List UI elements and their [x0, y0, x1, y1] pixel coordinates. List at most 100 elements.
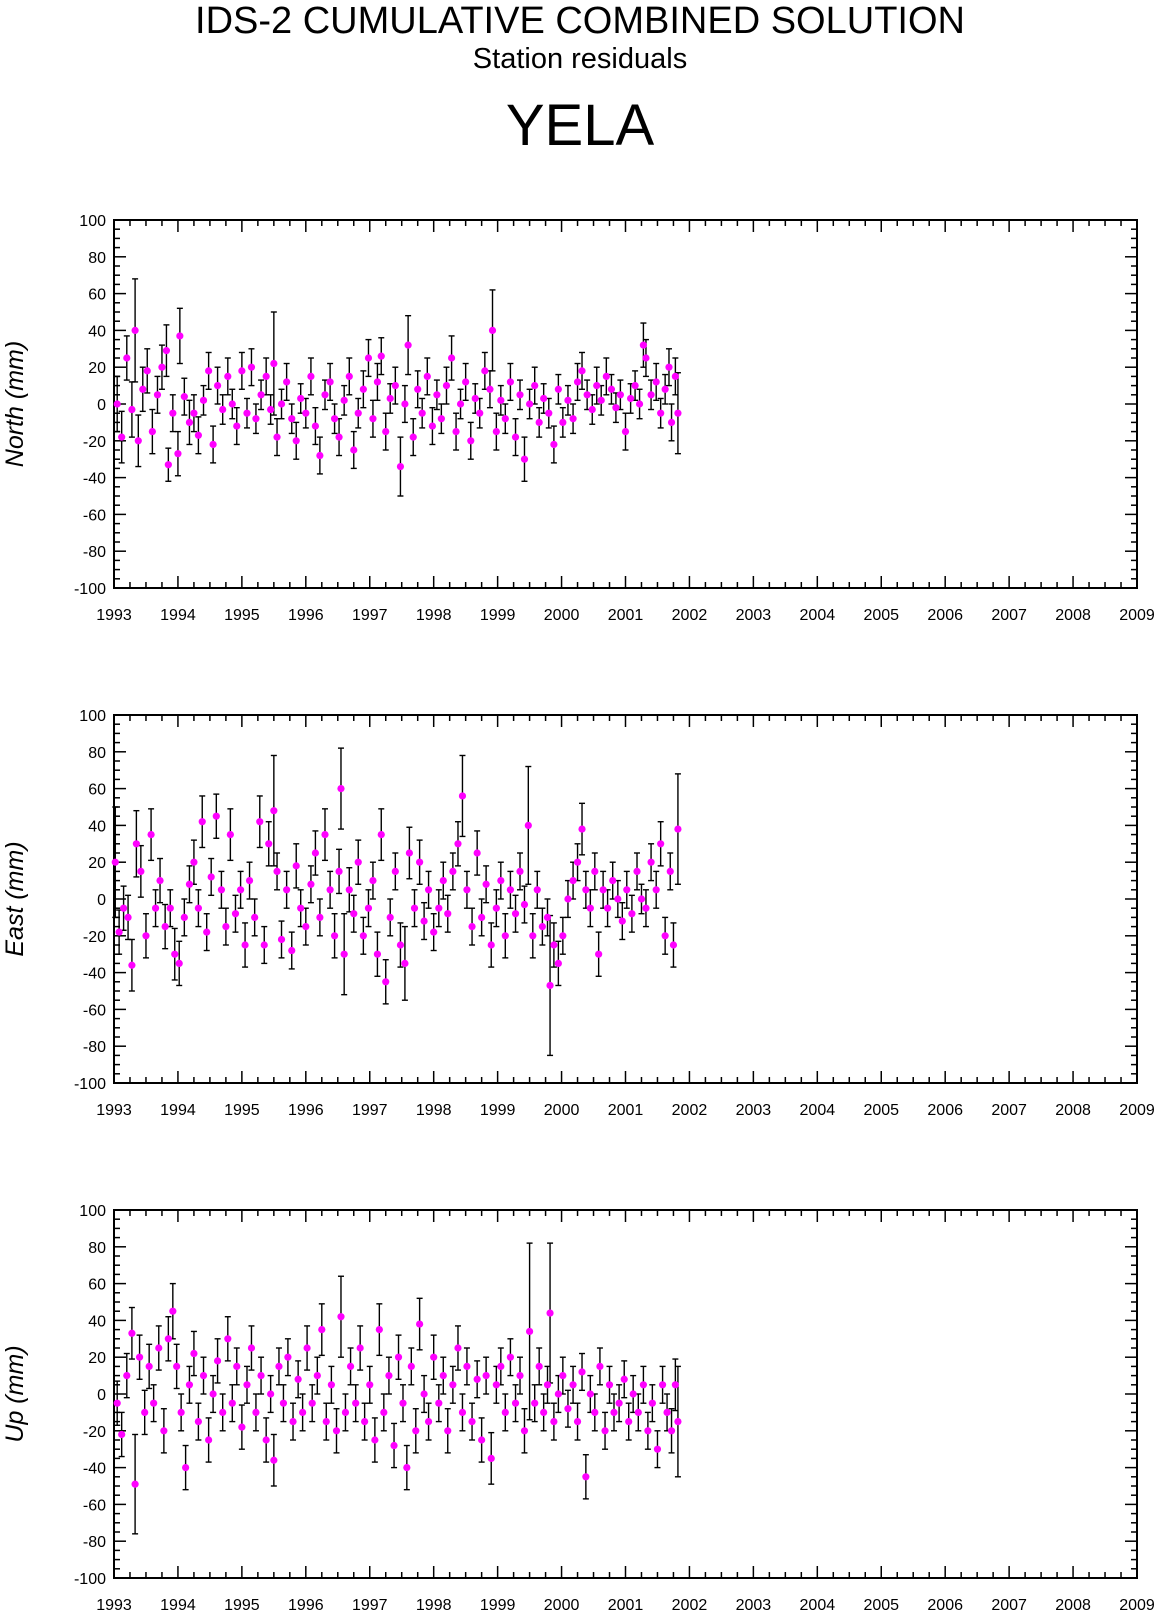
data-point [639, 1381, 648, 1389]
y-tick-label: 20 [88, 855, 106, 872]
data-point [124, 913, 132, 922]
data-point [256, 818, 264, 826]
data-point [601, 1427, 609, 1435]
y-tick-label: 0 [97, 397, 106, 414]
data-point [430, 1353, 438, 1361]
data-point [226, 831, 234, 839]
data-point [284, 1353, 292, 1361]
data-point [265, 840, 273, 848]
data-point [644, 1427, 652, 1435]
data-point [550, 1418, 558, 1426]
data-point [238, 367, 246, 375]
data-point [151, 904, 160, 912]
data-point [322, 1418, 330, 1426]
data-point [241, 941, 249, 949]
data-point [614, 895, 622, 903]
data-point [169, 1307, 177, 1315]
data-point [605, 1381, 614, 1389]
data-point [573, 858, 582, 866]
x-tick-label: 1997 [352, 1102, 388, 1119]
data-point [199, 1372, 208, 1380]
data-point [520, 1427, 529, 1435]
data-point [118, 433, 126, 441]
data-point [222, 923, 230, 931]
x-tick-label: 2000 [544, 1102, 580, 1119]
data-point [437, 415, 445, 423]
data-point [473, 849, 481, 857]
data-point [564, 1405, 572, 1413]
data-point [162, 347, 171, 355]
data-point [299, 1408, 307, 1416]
x-tick-label: 2009 [1119, 607, 1155, 624]
y-tick-label: 40 [88, 1313, 106, 1330]
data-point [531, 382, 539, 390]
data-point [337, 785, 345, 793]
data-point [346, 1362, 355, 1370]
data-point [145, 1362, 153, 1370]
data-point [529, 932, 537, 940]
x-tick-label: 1999 [480, 1102, 516, 1119]
data-point [176, 332, 184, 340]
data-point [219, 1408, 227, 1416]
x-tick-label: 1996 [288, 607, 324, 624]
data-point [205, 367, 213, 375]
data-point [307, 372, 315, 380]
x-tick-label: 2009 [1119, 1102, 1155, 1119]
data-point [424, 1418, 433, 1426]
data-point [447, 354, 456, 362]
data-point [228, 1399, 236, 1407]
y-tick-label: 100 [79, 1203, 106, 1220]
x-tick-label: 1993 [96, 1597, 132, 1614]
y-tick-label: 40 [88, 818, 106, 835]
data-point [471, 394, 479, 403]
chart-subtitle: Station residuals [472, 43, 688, 75]
data-point [599, 886, 607, 894]
data-point [228, 400, 236, 408]
data-point [160, 1427, 168, 1435]
x-tick-label: 2008 [1055, 1102, 1091, 1119]
data-point [236, 886, 245, 894]
data-point [674, 1418, 682, 1426]
data-point [487, 1454, 495, 1462]
data-point [602, 372, 610, 380]
data-point [224, 1335, 232, 1343]
data-point [185, 418, 194, 426]
data-point [588, 405, 596, 414]
data-point [173, 1362, 181, 1370]
data-point [385, 1372, 393, 1380]
x-tick-label: 2006 [927, 1102, 963, 1119]
data-point [540, 1408, 548, 1416]
data-point [270, 1456, 278, 1464]
data-point [463, 1362, 471, 1370]
data-point [217, 886, 226, 894]
data-point [307, 880, 315, 888]
data-point [292, 437, 300, 445]
data-point [270, 807, 278, 815]
data-point [456, 400, 465, 408]
data-point [625, 1418, 633, 1426]
data-point [132, 840, 140, 848]
data-point [492, 904, 500, 912]
data-point [546, 981, 554, 990]
data-point [591, 1408, 599, 1416]
data-point [554, 385, 562, 393]
data-point [359, 385, 367, 393]
data-point [578, 367, 586, 375]
data-point [569, 415, 577, 423]
data-point [283, 378, 291, 386]
x-tick-label: 2003 [736, 607, 772, 624]
data-point [414, 385, 422, 393]
data-point [612, 404, 620, 412]
data-point [161, 923, 169, 931]
data-point [318, 1326, 326, 1334]
data-point [233, 422, 241, 430]
data-point [486, 385, 494, 393]
data-point [669, 941, 678, 949]
data-point [279, 1399, 288, 1407]
data-point [410, 904, 419, 912]
data-point [525, 1327, 534, 1336]
data-point [335, 433, 343, 441]
data-point [586, 1390, 594, 1398]
data-point [311, 849, 320, 857]
